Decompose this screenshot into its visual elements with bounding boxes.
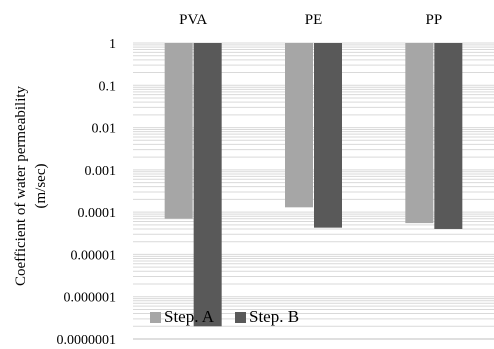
legend-swatch (235, 312, 246, 323)
category-label: PE (305, 12, 323, 28)
bar-step-b-pp (434, 43, 463, 229)
y-tick-label: 0.000001 (64, 291, 117, 306)
legend-label: Step. A (164, 307, 215, 326)
y-tick-label: 1 (109, 37, 116, 52)
bar-step-b-pva (193, 43, 222, 327)
y-axis-label-line2: (m/sec) (33, 164, 49, 209)
legend-label: Step. B (249, 307, 299, 326)
y-tick-label: 0.0001 (78, 206, 117, 221)
category-label: PP (425, 12, 442, 28)
y-tick-label: 0.0000001 (57, 333, 117, 348)
y-tick-labels: 1 0.1 0.01 0.001 0.0001 0.00001 0.000001 0.0000… (57, 37, 117, 348)
y-tick-label: 0.00001 (71, 248, 117, 263)
category-label: PVA (179, 12, 207, 28)
y-tick-label: 0.001 (85, 164, 117, 179)
bar-step-b-pe (314, 43, 342, 228)
gridlines (133, 42, 494, 340)
y-axis-label-line1: Coefficient of water permeability (13, 85, 29, 286)
bars (164, 43, 463, 327)
bar-step-a-pp (405, 43, 434, 224)
legend: Step. A Step. B (150, 307, 299, 326)
category-labels: PVA PE PP (179, 12, 442, 28)
bar-step-a-pe (285, 43, 313, 208)
bar-step-a-pva (164, 43, 193, 219)
legend-swatch (150, 312, 161, 323)
y-tick-label: 0.01 (92, 122, 117, 137)
y-tick-label: 0.1 (99, 79, 117, 94)
